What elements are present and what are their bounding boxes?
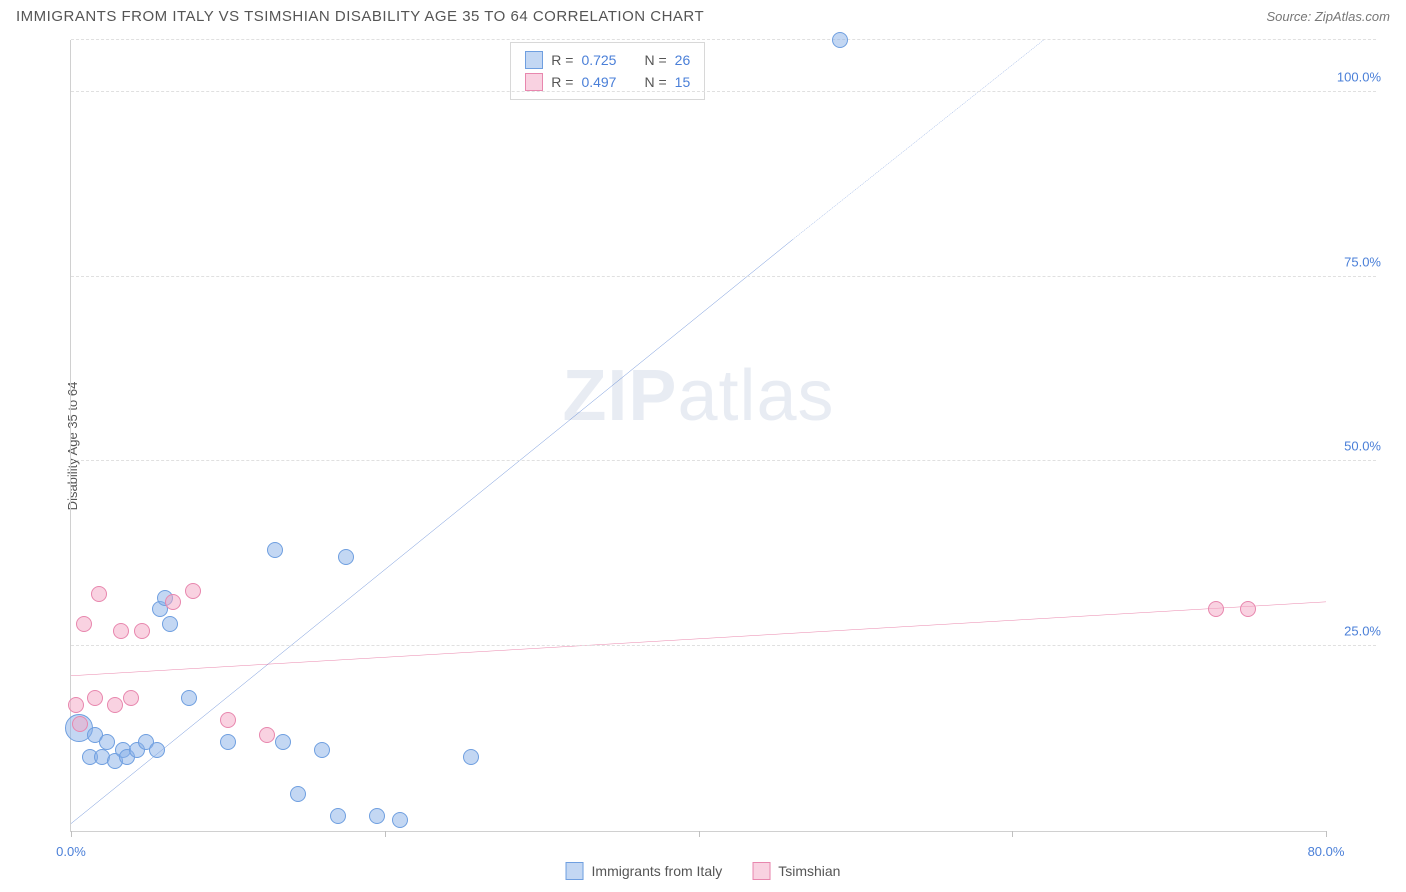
scatter-point-series-0	[181, 690, 197, 706]
scatter-point-series-1	[165, 594, 181, 610]
scatter-point-series-1	[68, 697, 84, 713]
source-attribution: Source: ZipAtlas.com	[1266, 9, 1390, 24]
scatter-point-series-0	[463, 749, 479, 765]
scatter-point-series-1	[1240, 601, 1256, 617]
scatter-point-series-0	[369, 808, 385, 824]
gridline-h	[71, 460, 1376, 461]
legend-swatch-1	[525, 73, 543, 91]
scatter-point-series-0	[220, 734, 236, 750]
scatter-point-series-1	[107, 697, 123, 713]
page-title: IMMIGRANTS FROM ITALY VS TSIMSHIAN DISAB…	[16, 8, 704, 25]
y-tick-label: 25.0%	[1344, 624, 1381, 639]
scatter-point-series-0	[149, 742, 165, 758]
scatter-point-series-0	[338, 549, 354, 565]
legend-item-0: Immigrants from Italy	[566, 862, 723, 880]
x-tick	[71, 831, 72, 837]
trend-lines	[71, 40, 1326, 831]
header: IMMIGRANTS FROM ITALY VS TSIMSHIAN DISAB…	[16, 8, 1390, 25]
gridline-h	[71, 645, 1376, 646]
watermark: ZIPatlas	[562, 355, 834, 437]
scatter-point-series-1	[91, 586, 107, 602]
scatter-point-series-1	[220, 712, 236, 728]
x-tick	[1326, 831, 1327, 837]
gridline-h	[71, 91, 1376, 92]
legend-swatch-0	[525, 51, 543, 69]
scatter-point-series-0	[392, 812, 408, 828]
scatter-point-series-1	[123, 690, 139, 706]
x-tick	[1012, 831, 1013, 837]
scatter-point-series-0	[290, 786, 306, 802]
gridline-h	[71, 39, 1376, 40]
scatter-point-series-0	[162, 616, 178, 632]
scatter-point-series-1	[76, 616, 92, 632]
legend-item-1: Tsimshian	[752, 862, 840, 880]
y-tick-label: 50.0%	[1344, 439, 1381, 454]
legend-row-series-0: R = 0.725 N = 26	[525, 49, 690, 71]
scatter-point-series-0	[99, 734, 115, 750]
legend-row-series-1: R = 0.497 N = 15	[525, 71, 690, 93]
scatter-point-series-1	[87, 690, 103, 706]
scatter-point-series-0	[330, 808, 346, 824]
chart-area: ZIPatlas R = 0.725 N = 26 R = 0.497 N = …	[50, 40, 1376, 842]
scatter-point-series-1	[259, 727, 275, 743]
scatter-point-series-1	[1208, 601, 1224, 617]
scatter-point-series-1	[72, 716, 88, 732]
gridline-h	[71, 276, 1376, 277]
x-tick-label: 0.0%	[56, 844, 86, 859]
scatter-point-series-0	[832, 32, 848, 48]
plot-region: ZIPatlas R = 0.725 N = 26 R = 0.497 N = …	[70, 40, 1326, 832]
y-tick-label: 100.0%	[1337, 69, 1381, 84]
legend-swatch-bottom-1	[752, 862, 770, 880]
x-tick	[385, 831, 386, 837]
scatter-point-series-1	[134, 623, 150, 639]
scatter-point-series-1	[113, 623, 129, 639]
x-tick-label: 80.0%	[1308, 844, 1345, 859]
series-legend: Immigrants from Italy Tsimshian	[566, 862, 841, 880]
y-tick-label: 75.0%	[1344, 254, 1381, 269]
x-tick	[699, 831, 700, 837]
scatter-point-series-1	[185, 583, 201, 599]
legend-swatch-bottom-0	[566, 862, 584, 880]
scatter-point-series-0	[275, 734, 291, 750]
scatter-point-series-0	[267, 542, 283, 558]
scatter-point-series-0	[314, 742, 330, 758]
